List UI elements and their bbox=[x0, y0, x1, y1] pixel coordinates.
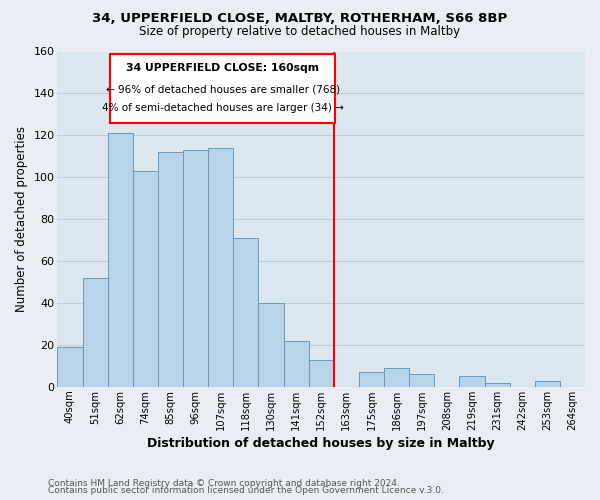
Text: Contains public sector information licensed under the Open Government Licence v.: Contains public sector information licen… bbox=[48, 486, 444, 495]
Bar bbox=[460, 376, 485, 387]
Bar bbox=[308, 360, 334, 387]
Bar bbox=[259, 303, 284, 387]
Text: Size of property relative to detached houses in Maltby: Size of property relative to detached ho… bbox=[139, 25, 461, 38]
Bar bbox=[183, 150, 208, 387]
Bar bbox=[384, 368, 409, 387]
X-axis label: Distribution of detached houses by size in Maltby: Distribution of detached houses by size … bbox=[148, 437, 495, 450]
Bar bbox=[409, 374, 434, 387]
Text: ← 96% of detached houses are smaller (768): ← 96% of detached houses are smaller (76… bbox=[106, 84, 340, 94]
Bar bbox=[108, 134, 133, 387]
Text: 34 UPPERFIELD CLOSE: 160sqm: 34 UPPERFIELD CLOSE: 160sqm bbox=[126, 64, 319, 74]
Bar bbox=[485, 382, 509, 387]
Bar bbox=[83, 278, 108, 387]
Y-axis label: Number of detached properties: Number of detached properties bbox=[15, 126, 28, 312]
Text: Contains HM Land Registry data © Crown copyright and database right 2024.: Contains HM Land Registry data © Crown c… bbox=[48, 478, 400, 488]
Bar bbox=[58, 347, 83, 387]
Bar bbox=[359, 372, 384, 387]
Bar bbox=[133, 171, 158, 387]
Bar bbox=[284, 341, 308, 387]
Bar bbox=[158, 152, 183, 387]
Bar bbox=[535, 380, 560, 387]
Text: 4% of semi-detached houses are larger (34) →: 4% of semi-detached houses are larger (3… bbox=[101, 103, 344, 113]
Bar bbox=[208, 148, 233, 387]
Text: 34, UPPERFIELD CLOSE, MALTBY, ROTHERHAM, S66 8BP: 34, UPPERFIELD CLOSE, MALTBY, ROTHERHAM,… bbox=[92, 12, 508, 26]
Bar bbox=[233, 238, 259, 387]
FancyBboxPatch shape bbox=[110, 54, 335, 123]
